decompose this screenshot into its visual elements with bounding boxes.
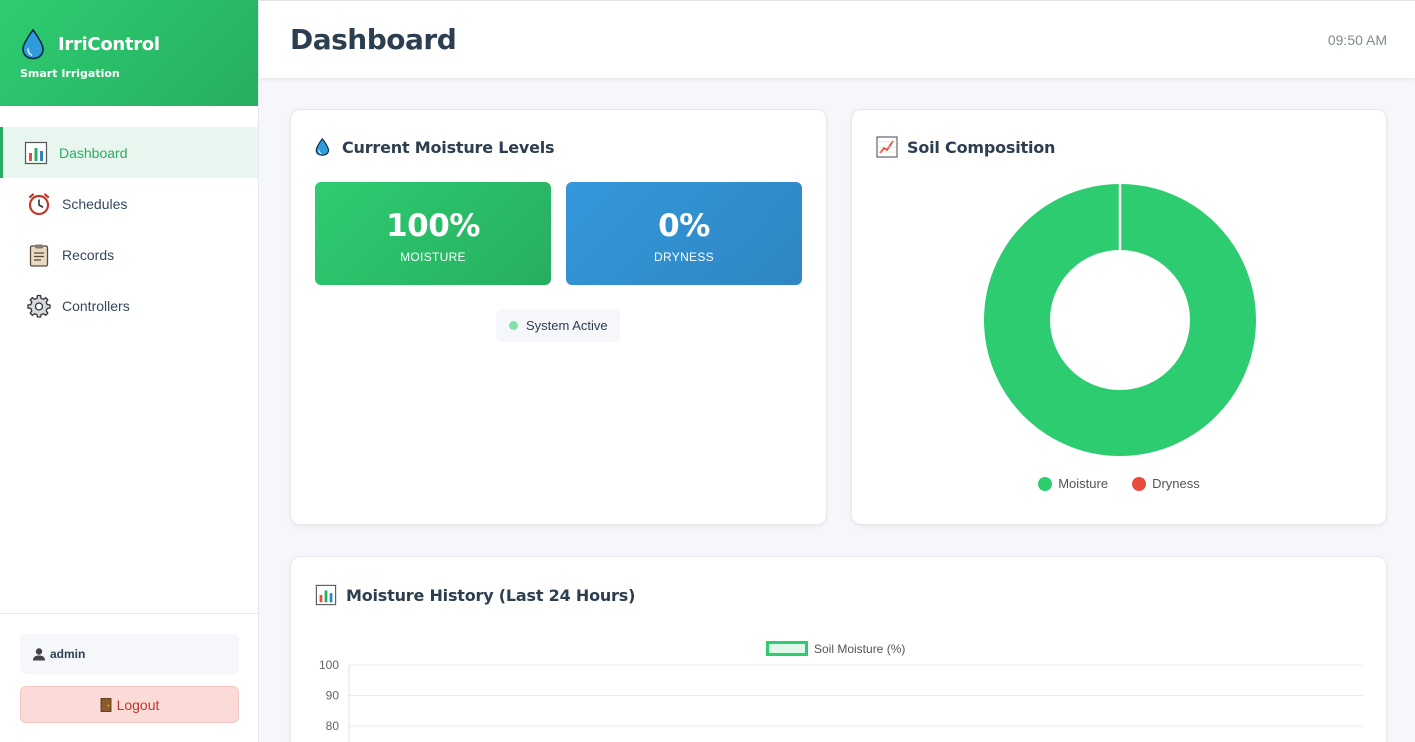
sidebar-item-label: Dashboard <box>59 144 128 161</box>
line-chart-icon <box>876 136 898 158</box>
legend-swatch <box>1132 476 1147 491</box>
username: admin <box>50 647 86 661</box>
app-title: IrriControl <box>58 33 160 55</box>
sidebar-item-label: Records <box>62 246 115 263</box>
sidebar-item-label: Controllers <box>62 297 130 314</box>
legend-label: Soil Moisture (%) <box>814 641 906 656</box>
sidebar-item-schedules[interactable]: Schedules <box>0 178 258 229</box>
card-title: Current Moisture Levels <box>315 136 555 158</box>
status-dot <box>509 321 518 330</box>
sidebar: IrriControl Smart Irrigation Dashboard S… <box>0 0 259 742</box>
card-title-text: Soil Composition <box>907 137 1056 157</box>
sidebar-item-records[interactable]: Records <box>0 229 258 280</box>
moisture-levels-card: Current Moisture Levels 100% MOISTURE 0%… <box>290 109 827 525</box>
status-badge: System Active <box>496 309 620 342</box>
legend-item-dryness[interactable]: Dryness <box>1132 476 1200 491</box>
clock-time: 09:50 AM <box>1327 32 1387 48</box>
moisture-label: MOISTURE <box>400 250 466 264</box>
water-drop-icon <box>315 137 330 156</box>
bar-chart-icon <box>315 584 337 606</box>
soil-composition-card: Soil Composition Moisture Dryness <box>851 109 1387 525</box>
moisture-history-chart: 100 90 80 <box>319 658 1363 742</box>
legend-label: Dryness <box>1152 476 1200 491</box>
legend-swatch <box>766 641 808 656</box>
bar-chart-icon <box>24 141 48 164</box>
user-badge: admin <box>20 634 239 674</box>
sidebar-nav: Dashboard Schedules Records <box>0 127 258 331</box>
user-icon <box>33 648 45 661</box>
sidebar-item-controllers[interactable]: Controllers <box>0 280 258 331</box>
card-title: Moisture History (Last 24 Hours) <box>315 584 635 606</box>
brand-header: IrriControl Smart Irrigation <box>0 0 258 106</box>
sidebar-footer: admin Logout <box>0 613 259 742</box>
dryness-value: 0% <box>658 208 710 244</box>
dryness-stat-tile: 0% DRYNESS <box>566 182 802 285</box>
legend-item-moisture[interactable]: Moisture <box>1038 476 1108 491</box>
dryness-label: DRYNESS <box>654 250 714 264</box>
status-text: System Active <box>526 318 608 333</box>
door-icon <box>100 697 111 712</box>
chart-legend: Moisture Dryness <box>852 476 1386 491</box>
moisture-history-card: Moisture History (Last 24 Hours) Soil Mo… <box>290 556 1387 742</box>
sidebar-item-dashboard[interactable]: Dashboard <box>0 127 258 178</box>
card-title: Soil Composition <box>876 136 1055 158</box>
top-header: Dashboard 09:50 AM <box>259 0 1415 78</box>
y-tick-label: 90 <box>326 689 340 703</box>
moisture-stat-tile: 100% MOISTURE <box>315 182 551 285</box>
legend-label: Moisture <box>1058 476 1109 491</box>
card-title-text: Current Moisture Levels <box>342 137 555 157</box>
logout-label: Logout <box>116 696 160 713</box>
history-legend[interactable]: Soil Moisture (%) <box>766 641 905 656</box>
moisture-value: 100% <box>386 208 480 244</box>
y-tick-label: 80 <box>326 719 340 733</box>
card-title-text: Moisture History (Last 24 Hours) <box>346 585 636 605</box>
soil-donut-chart <box>984 183 1256 456</box>
page-title: Dashboard <box>290 23 457 56</box>
water-drop-icon <box>22 28 44 60</box>
alarm-clock-icon <box>28 192 50 215</box>
logout-button[interactable]: Logout <box>20 686 239 723</box>
clipboard-icon <box>29 244 49 267</box>
legend-swatch <box>1038 476 1053 491</box>
y-tick-label: 100 <box>319 658 339 672</box>
sidebar-item-label: Schedules <box>62 195 128 212</box>
gear-icon <box>27 294 51 318</box>
app-subtitle: Smart Irrigation <box>20 67 120 80</box>
